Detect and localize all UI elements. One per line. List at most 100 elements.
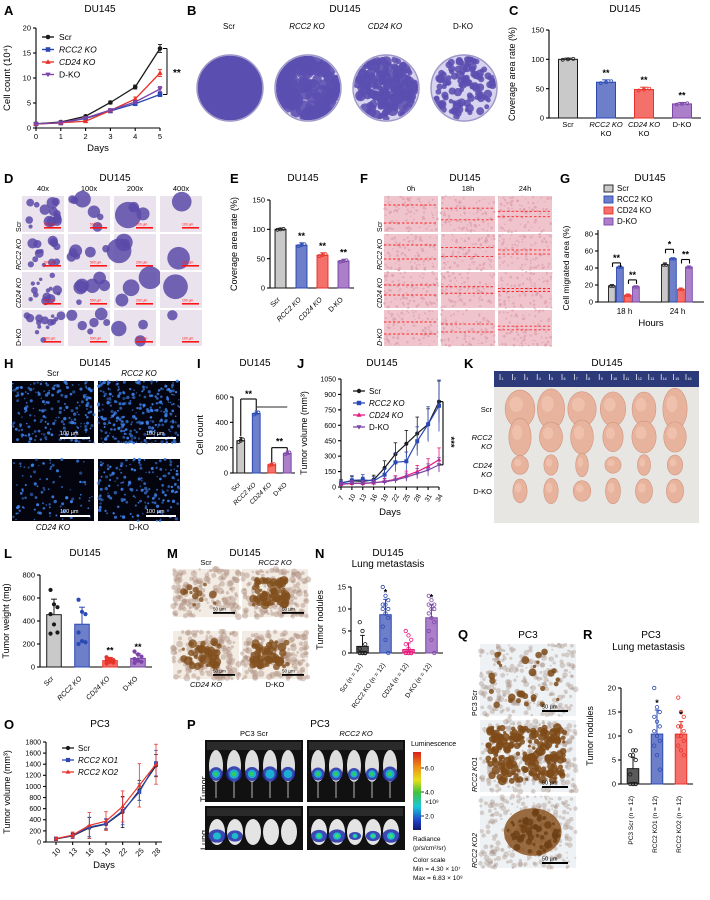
panel-g-legend-2: CD24 KO (617, 206, 651, 215)
panel-h-toplabel-0: Scr (47, 369, 59, 378)
panel-q-rowlabel-2: RCC2 KO2 (472, 832, 479, 868)
svg-text:15: 15 (338, 583, 346, 592)
panel-d-colheader-0: 40x (36, 184, 50, 193)
panel-h-botlabel-0: CD24 KO (35, 523, 71, 532)
panel-o-xlabel: Days (93, 860, 115, 871)
svg-text:4: 4 (133, 132, 137, 141)
panel-a-legend-2: CD24 KO (59, 57, 96, 67)
panel-b-plate-label-1: RCC2 KO (289, 22, 325, 31)
panel-b-plate-label-3: D-KO (453, 22, 473, 31)
svgN-sig-1: * (384, 587, 388, 597)
panel-b: B DU145 Scr RCC2 KO CD24 KO D-KO (185, 0, 505, 170)
panel-k-image: 1 2 3 4 5 6 7 8 9 10 11 12 13 14 15 16 (494, 371, 699, 523)
panel-j-title: DU145 (366, 358, 398, 369)
panel-b-plate-label-2: CD24 KO (367, 22, 403, 31)
panel-d-scalebar-3: 100 µm (182, 261, 194, 265)
panel-p-title: PC3 (310, 719, 330, 730)
panel-k-title: DU145 (591, 358, 623, 369)
svg-text:400: 400 (29, 817, 41, 824)
svg-text:600: 600 (215, 393, 228, 402)
panel-p-img-r0-c1 (307, 740, 405, 802)
panel-f-img-r0-c0 (383, 195, 439, 233)
panel-f-colheader-1: 18h (461, 184, 475, 193)
panel-g-legend-1: RCC2 KO (617, 195, 653, 204)
panel-j-sig: *** (445, 437, 456, 448)
svgE-cat-0: Scr (270, 296, 283, 309)
svg-text:13: 13 (67, 846, 79, 858)
svg-text:50: 50 (536, 84, 544, 93)
panel-d-scalebar-2: 200 µm (136, 337, 148, 341)
panel-f-img-r2-c0 (383, 270, 439, 309)
panel-h-scalebar-1: 100 µm (146, 431, 165, 437)
svgE-ylabel: Coverage area rate (%) (229, 197, 239, 291)
svg-text:0: 0 (34, 132, 38, 141)
svg-text:12: 12 (638, 377, 642, 381)
svgE-sig-1: ** (298, 231, 306, 241)
panel-c-letter: C (509, 3, 519, 18)
svg-text:200: 200 (29, 828, 41, 835)
svg-text:20: 20 (23, 24, 31, 33)
panel-d-letter: D (4, 171, 14, 186)
svg-text:600: 600 (22, 594, 35, 603)
panel-j-legend-2: CD24 KO (369, 411, 403, 420)
panel-p-colorbar: Luminescence 6.0 4.0 2.0 ×10⁸ (411, 741, 456, 830)
svg-text:800: 800 (29, 795, 41, 802)
panel-d-img-r0-c3: 100 µm (160, 191, 202, 232)
svg-text:28: 28 (413, 493, 423, 503)
svg-text:750: 750 (324, 407, 336, 414)
panel-a-title: DU145 (84, 4, 116, 15)
panel-f-rowlabel-2: CD24 KO (377, 278, 384, 308)
panel-l-title: DU145 (69, 548, 101, 559)
svg-text:50: 50 (257, 254, 265, 263)
svgN-cat-0: Scr (n = 12) (339, 662, 364, 694)
svg-text:1800: 1800 (25, 739, 41, 746)
svg-text:25: 25 (402, 493, 412, 503)
svgI-cat-0: Scr (230, 481, 242, 493)
panel-d-scalebar-2: 200 µm (136, 299, 148, 303)
panel-p-colorbar-tick-2: 2.0 (425, 814, 434, 821)
panel-f-rowlabel-0: Scr (377, 221, 384, 233)
svgC-sig-3: ** (678, 90, 686, 100)
panel-l-chart: 0 200 400 600 800 Tumor weight (mg) Scr RCC2 KO… (1, 571, 152, 702)
panel-b-plate-label-0: Scr (223, 22, 235, 31)
svg-text:11: 11 (626, 377, 630, 381)
panel-d-scalebar-2: 200 µm (136, 223, 148, 227)
panel-m-toplabel-1: RCC2 KO (258, 558, 292, 567)
panel-j-xlabel: Days (379, 507, 401, 518)
svg-text:13: 13 (650, 377, 654, 381)
panel-f-rowlabel-3: D-KO (377, 328, 384, 347)
panel-r-subtitle: Lung metastasis (612, 642, 685, 653)
panel-f-title: DU145 (449, 173, 481, 184)
panel-g-ylabel: Cell migrated area (%) (561, 225, 571, 310)
panel-g-xlabel: Hours (638, 318, 664, 329)
panel-g-cat-1: 24 h (670, 307, 686, 316)
panel-q-img-1: 50 µm (478, 717, 579, 795)
panel-j-letter: J (297, 356, 305, 371)
svg-text:19: 19 (100, 846, 112, 858)
svg-text:34: 34 (435, 493, 445, 503)
svg-text:1000: 1000 (25, 784, 41, 791)
svgC-cat-3: D-KO (673, 120, 692, 129)
panel-h-letter: H (4, 356, 14, 371)
svgC-sig-1: ** (602, 68, 610, 78)
panel-m-scalebar-1: 50 µm (282, 607, 295, 612)
panel-n-subtitle: Lung metastasis (351, 559, 425, 570)
svgC-ylabel: Coverage area rate (%) (507, 27, 517, 121)
svgC-cat2-1: KO (601, 129, 612, 138)
panel-d-img-r1-c0: 500 µm (22, 234, 64, 270)
svgR-cat-1: RCC2 KO1 (n = 12) (652, 796, 659, 853)
svg-text:150: 150 (324, 469, 336, 476)
svg-text:150: 150 (252, 196, 265, 205)
svg-text:0: 0 (261, 284, 265, 293)
svgE-sig-3: ** (340, 247, 348, 257)
svgL-sig-2: ** (106, 645, 114, 655)
panel-a-xlabel: Days (87, 143, 109, 154)
svg-text:**: ** (629, 270, 637, 280)
panel-h-toplabel-1: RCC2 KO (121, 369, 157, 378)
panel-f-letter: F (360, 171, 368, 186)
panel-m-img-3: 50 µm (240, 629, 311, 682)
panel-d-title: DU145 (99, 173, 131, 184)
panel-g-letter: G (560, 171, 571, 186)
panel-p-colorbar-tick-1: 4.0 (425, 790, 434, 797)
